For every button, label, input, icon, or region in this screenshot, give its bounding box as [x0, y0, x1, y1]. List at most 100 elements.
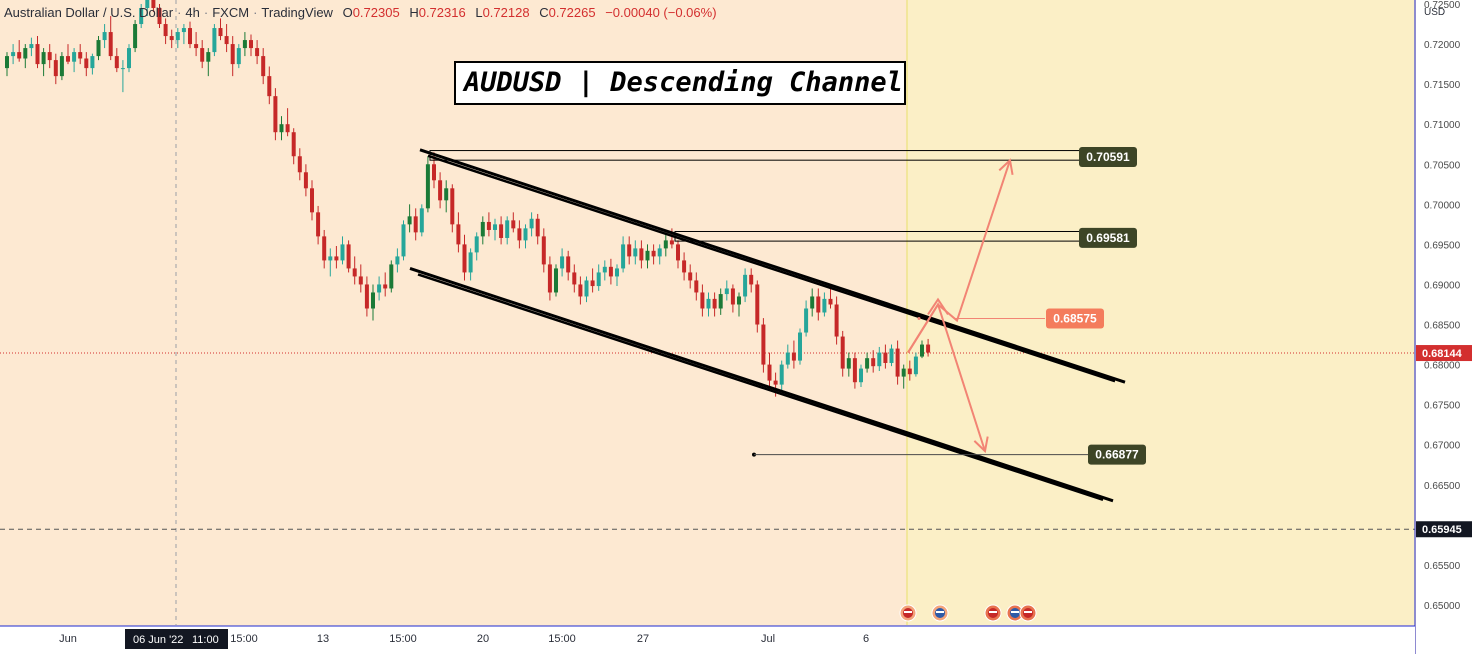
level-label-text: 0.68575: [1053, 312, 1097, 326]
crosshair-time-tag-hour: 11:00: [192, 634, 219, 646]
candle-body: [651, 250, 656, 257]
forecast-bearish-path[interactable]: [907, 302, 986, 452]
x-tick-label: 15:00: [389, 633, 417, 645]
level-label-text: 0.69581: [1086, 231, 1130, 245]
candle-body: [224, 36, 229, 45]
candle-body: [444, 188, 449, 201]
symbol-interval[interactable]: 4h: [185, 5, 200, 20]
channel-upper-line[interactable]: [419, 148, 1126, 384]
candle-body: [712, 298, 717, 309]
economic-event-icon[interactable]: [931, 604, 949, 622]
level-label-text: 0.70591: [1086, 150, 1130, 164]
candle-body: [249, 40, 253, 49]
candle-body: [499, 224, 504, 238]
candle-body: [303, 172, 308, 189]
candle-body: [90, 56, 95, 69]
candle-body: [669, 240, 674, 245]
y-tick-label: 0.65000: [1424, 601, 1461, 612]
y-tick-label: 0.70500: [1424, 160, 1461, 171]
candle-body: [340, 244, 345, 261]
level-label-box: [1046, 308, 1104, 329]
time-axis-bg[interactable]: [0, 626, 1415, 654]
candle-body: [523, 228, 528, 241]
candle-body: [822, 298, 827, 313]
candle-body: [505, 220, 510, 238]
candle-body: [608, 266, 613, 277]
candle-body: [877, 352, 882, 367]
candle-body: [322, 236, 327, 261]
candle-body: [352, 268, 357, 277]
high-value: 0.72316: [418, 5, 466, 20]
candle-body: [828, 298, 833, 305]
candle-body: [364, 284, 369, 309]
candle-body: [486, 221, 491, 230]
symbol-source: FXCM: [212, 5, 250, 20]
economic-event-icon[interactable]: [1019, 604, 1037, 622]
candle-body: [639, 248, 644, 261]
candle-body: [169, 36, 174, 41]
candle-body: [78, 52, 83, 59]
y-tick-label: 0.68500: [1424, 321, 1461, 332]
candle-body: [566, 256, 571, 273]
y-tick-label: 0.72000: [1424, 40, 1461, 51]
crosshair-time-tag: 06 Jun '22: [133, 634, 183, 646]
candle-body: [511, 220, 516, 229]
candle-body: [133, 24, 138, 49]
candle-body: [676, 244, 680, 261]
x-tick-label: 13: [317, 633, 329, 645]
close-value: 0.72265: [548, 5, 596, 20]
low-value: 0.72128: [482, 5, 530, 20]
channel-upper-line-inner: [427, 154, 1116, 383]
candle-body: [236, 48, 241, 65]
level-label-support[interactable]: 0.66877: [1088, 444, 1146, 465]
channel-lower-line-inner: [417, 273, 1104, 501]
candle-body: [493, 224, 497, 230]
y-tick-label: 0.72500: [1424, 0, 1461, 11]
chart-title[interactable]: AUDUSD | Descending Channel: [454, 61, 906, 105]
candle-body: [389, 264, 394, 289]
candle-body: [285, 124, 290, 133]
level-label-channel-breakout[interactable]: 0.68575: [1046, 308, 1104, 329]
candle-body: [773, 380, 778, 385]
candle-body: [35, 44, 40, 65]
level-label-resistance-1[interactable]: 0.69581: [1079, 227, 1137, 248]
candle-body: [785, 352, 790, 365]
candle-body: [371, 292, 375, 309]
candle-body: [718, 294, 723, 309]
symbol-name[interactable]: Australian Dollar / U.S. Dollar: [4, 5, 174, 20]
candle-body: [291, 132, 296, 157]
candle-body: [590, 280, 595, 287]
change-value: −0.00040 (−0.06%): [605, 5, 717, 20]
candle-body: [218, 28, 223, 37]
economic-event-icon[interactable]: [899, 604, 917, 622]
forecast-bearish-arrowhead: [973, 436, 989, 454]
candle-body: [419, 208, 424, 233]
y-tick-label: 0.67500: [1424, 401, 1461, 412]
close-label: C: [539, 5, 549, 20]
economic-event-icon[interactable]: [984, 604, 1002, 622]
price-axis-bg[interactable]: [1416, 0, 1473, 654]
candle-body: [743, 274, 748, 297]
candle-body: [175, 32, 180, 41]
candle-body: [145, 0, 150, 9]
candle-body: [547, 264, 552, 293]
x-tick-label: Jun: [59, 633, 77, 645]
candle-body: [804, 308, 809, 333]
candle-body: [23, 48, 28, 59]
candle-body: [663, 240, 668, 249]
channel-lower-line[interactable]: [409, 267, 1114, 503]
x-tick-label: 6: [863, 633, 869, 645]
symbol-legend: Australian Dollar / U.S. Dollar · 4h · FXCM ·…: [4, 5, 717, 20]
level-label-resistance-2[interactable]: 0.70591: [1079, 146, 1137, 167]
candle-body: [846, 358, 851, 369]
candle-body: [584, 280, 589, 297]
future-zone: [907, 0, 1415, 625]
candle-body: [749, 274, 754, 285]
candle-body: [791, 352, 796, 361]
candle-body: [194, 44, 199, 49]
economic-event-icon[interactable]: [1006, 604, 1024, 622]
candle-body: [798, 332, 802, 361]
candle-body: [901, 368, 906, 377]
candle-body: [297, 156, 302, 173]
